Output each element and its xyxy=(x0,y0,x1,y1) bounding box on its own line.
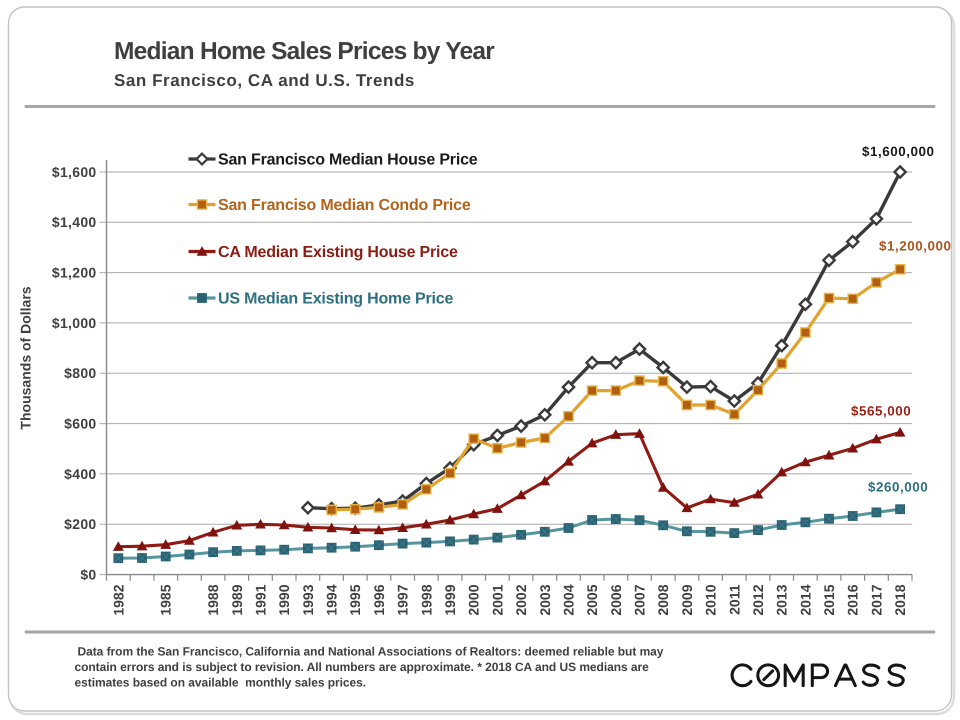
svg-text:1991: 1991 xyxy=(253,584,269,615)
svg-text:$600: $600 xyxy=(64,416,96,432)
svg-text:1982: 1982 xyxy=(110,584,126,615)
svg-text:$800: $800 xyxy=(64,365,96,381)
svg-text:1997: 1997 xyxy=(395,584,411,615)
svg-text:$400: $400 xyxy=(64,466,96,482)
svg-text:2014: 2014 xyxy=(797,584,813,615)
svg-text:2003: 2003 xyxy=(537,584,553,615)
svg-text:1985: 1985 xyxy=(158,584,174,615)
svg-text:2008: 2008 xyxy=(655,584,671,615)
svg-text:1988: 1988 xyxy=(205,584,221,615)
svg-text:2006: 2006 xyxy=(608,584,624,615)
svg-text:1995: 1995 xyxy=(347,584,363,615)
svg-text:US Median Existing Home Price: US Median Existing Home Price xyxy=(218,291,453,308)
svg-text:2010: 2010 xyxy=(703,584,719,615)
svg-text:2005: 2005 xyxy=(584,584,600,615)
svg-text:2013: 2013 xyxy=(774,584,790,615)
svg-text:1998: 1998 xyxy=(418,584,434,615)
svg-text:CA Median Existing House Price: CA Median Existing House Price xyxy=(218,244,458,261)
svg-text:estimates based on available: estimates based on available monthly sal… xyxy=(75,676,367,690)
svg-text:2016: 2016 xyxy=(845,584,861,615)
svg-text:San Francisco Median House Pri: San Francisco Median House Price xyxy=(218,152,478,169)
svg-text:2009: 2009 xyxy=(679,584,695,615)
svg-text:2001: 2001 xyxy=(489,584,505,615)
svg-text:$1,600: $1,600 xyxy=(52,164,97,180)
svg-text:2004: 2004 xyxy=(561,584,577,615)
svg-text:1990: 1990 xyxy=(276,584,292,615)
svg-text:San Francisco, CA and U.S. Tre: San Francisco, CA and U.S. Trends xyxy=(114,71,415,90)
svg-text:$1,000: $1,000 xyxy=(52,315,97,331)
svg-text:$260,000: $260,000 xyxy=(868,480,928,495)
svg-text:2011: 2011 xyxy=(726,584,742,615)
svg-text:2017: 2017 xyxy=(868,584,884,615)
svg-text:1993: 1993 xyxy=(300,584,316,615)
svg-text:$1,200,000: $1,200,000 xyxy=(879,239,952,254)
svg-text:Data from the San Francisco, C: Data from the San Francisco, California … xyxy=(78,645,664,659)
svg-text:2007: 2007 xyxy=(632,584,648,615)
svg-text:2000: 2000 xyxy=(466,584,482,615)
svg-text:1994: 1994 xyxy=(324,584,340,615)
svg-text:$0: $0 xyxy=(80,567,96,583)
svg-text:Thousands of Dollars: Thousands of Dollars xyxy=(18,286,34,429)
svg-text:$1,200: $1,200 xyxy=(52,265,97,281)
svg-text:$1,600,000: $1,600,000 xyxy=(862,144,935,159)
svg-text:$565,000: $565,000 xyxy=(851,404,911,419)
svg-text:1989: 1989 xyxy=(229,584,245,615)
svg-text:2015: 2015 xyxy=(821,584,837,615)
svg-text:2002: 2002 xyxy=(513,584,529,615)
svg-text:$200: $200 xyxy=(64,516,96,532)
svg-text:2012: 2012 xyxy=(750,584,766,615)
svg-text:1999: 1999 xyxy=(442,584,458,615)
svg-text:$1,400: $1,400 xyxy=(52,214,97,230)
svg-text:2018: 2018 xyxy=(892,584,908,615)
svg-text:Median Home Sales Prices by Ye: Median Home Sales Prices by Year xyxy=(114,38,495,65)
svg-text:San Franciso Median Condo Pric: San Franciso Median Condo Price xyxy=(218,197,471,214)
svg-text:1996: 1996 xyxy=(371,584,387,615)
svg-text:contain errors and is subject: contain errors and is subject to revisio… xyxy=(75,660,650,674)
